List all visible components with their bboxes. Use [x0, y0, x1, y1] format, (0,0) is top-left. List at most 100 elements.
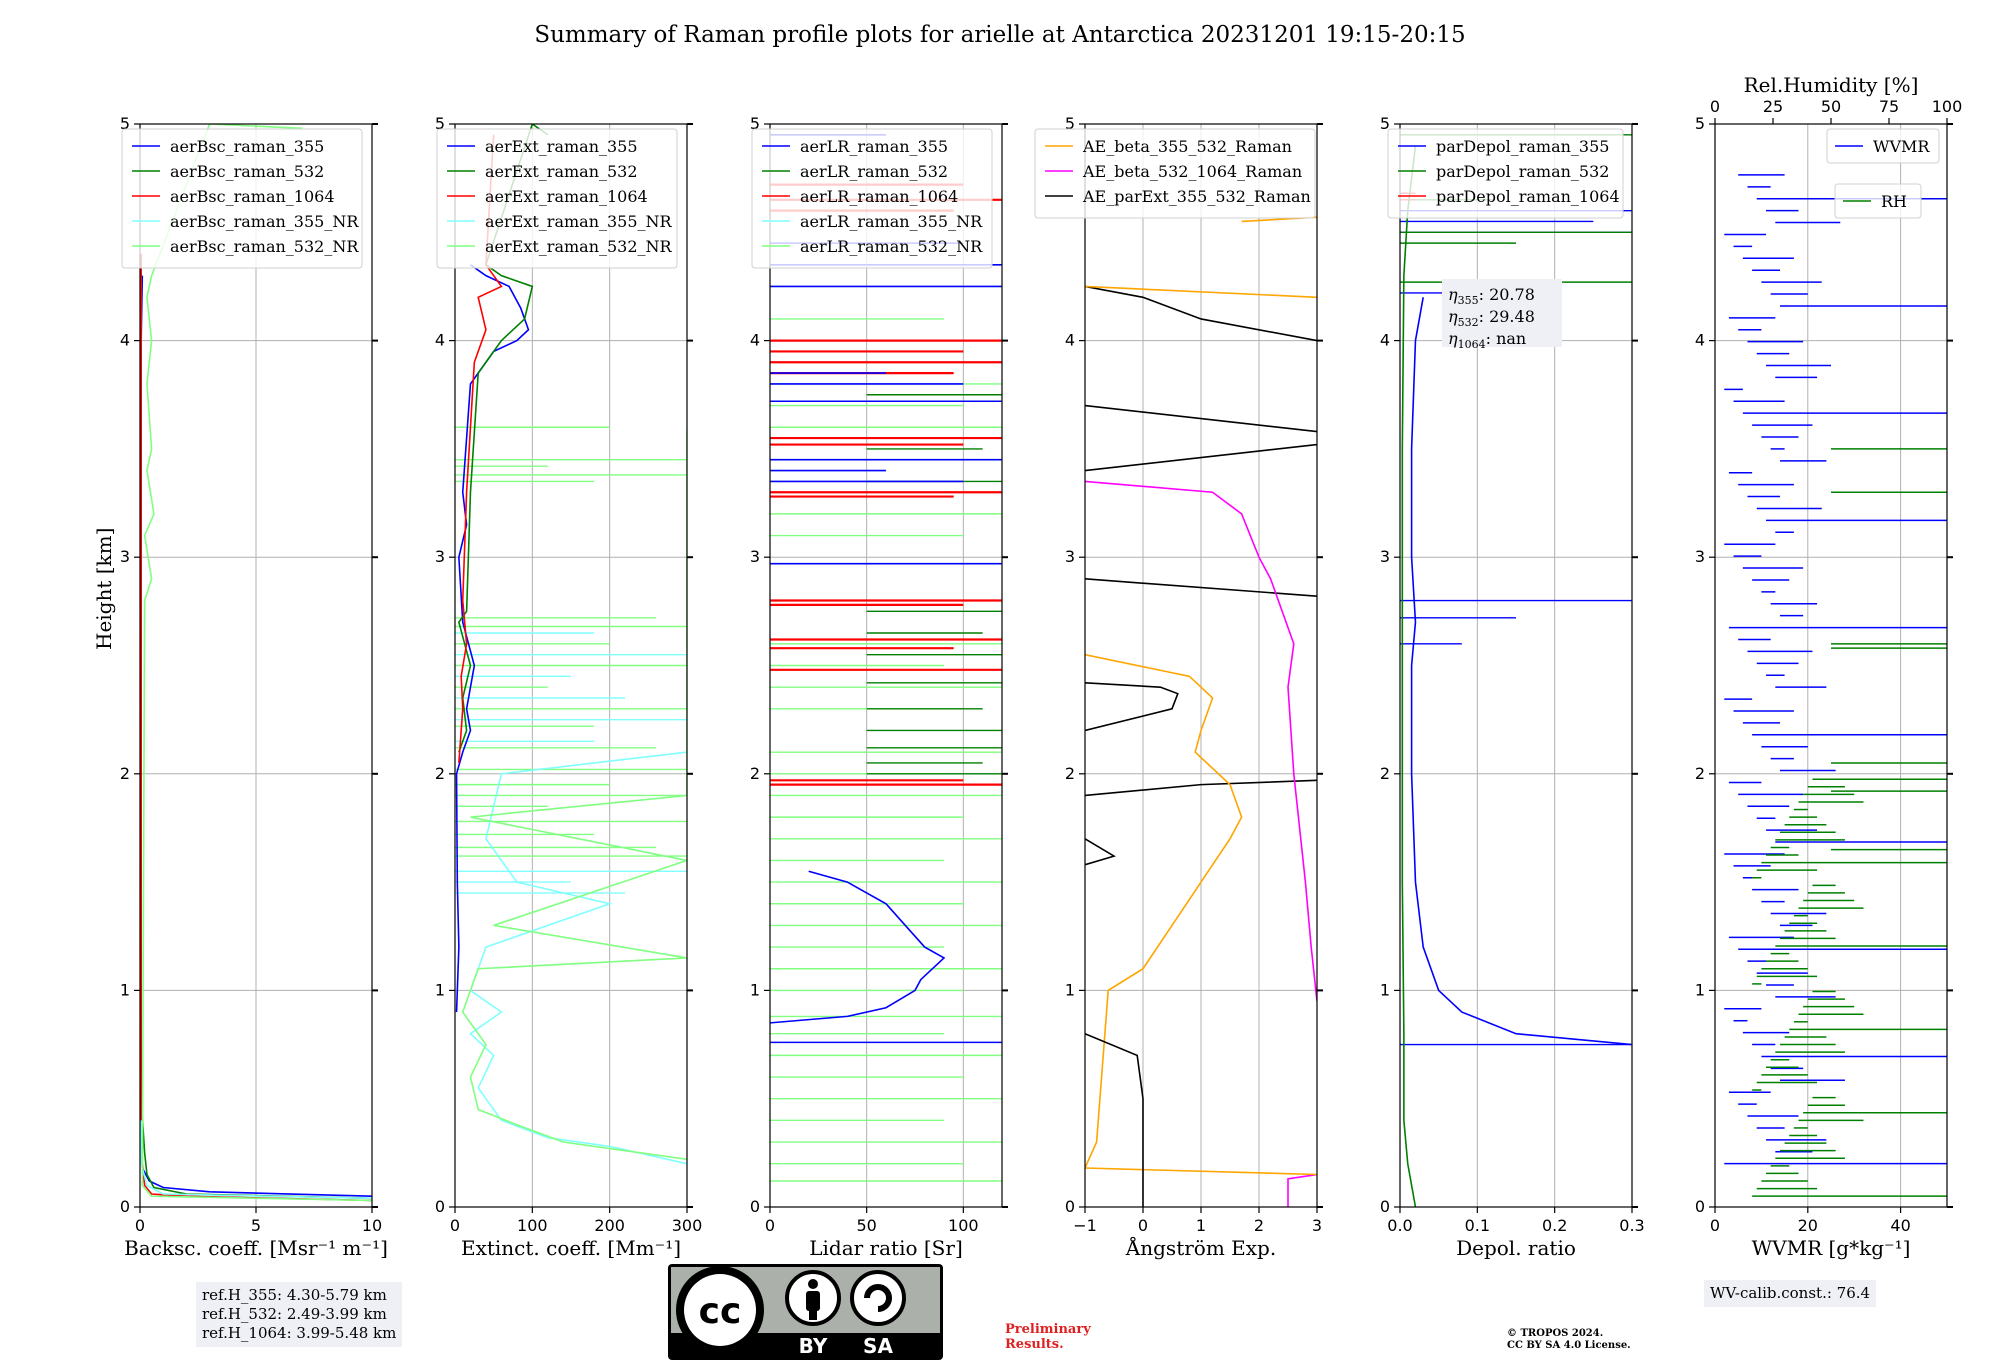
plot-frame — [454, 123, 688, 1208]
series-line-parDepol_raman_532 — [1401, 145, 1417, 1207]
y-tick-label: 4 — [1380, 331, 1390, 350]
x-tick-label: 0.0 — [1387, 1216, 1412, 1235]
ae-parext-segment — [1085, 838, 1116, 866]
annotation-line: η1064: nan — [1448, 329, 1526, 351]
legend-label: AE_parExt_355_532_Raman — [1082, 187, 1311, 206]
wv-calib-text: WV-calib.const.: 76.4 — [1710, 1284, 1871, 1302]
x-tick-label: 5 — [251, 1216, 261, 1235]
series-line-aerBsc_raman_1064 — [140, 253, 372, 1202]
y-tick-label: 3 — [750, 547, 760, 566]
x-tick-label: 0 — [765, 1216, 775, 1235]
legend-label: aerExt_raman_532_NR — [485, 237, 673, 256]
legend-label: RH — [1881, 192, 1907, 211]
legend-label: parDepol_raman_355 — [1436, 137, 1609, 156]
series-line-aerBsc_raman_355_NR — [140, 1120, 372, 1200]
y-tick-label: 5 — [1695, 114, 1705, 133]
chart-panel-lidar_ratio: 0 50 100 0 1 2 3 4 5 Lidar ratio [Sr] aerLR_raman_… — [750, 114, 1008, 1260]
y-tick-label: 4 — [750, 331, 760, 350]
preliminary-line-2: Results. — [1005, 1337, 1064, 1352]
reference-heights-box: ref.H_355: 4.30-5.79 km ref.H_532: 2.49-… — [196, 1282, 403, 1347]
x-tick-label: 100 — [517, 1216, 548, 1235]
top-x-tick-label: 50 — [1821, 97, 1841, 116]
ae-parext-segment — [1085, 404, 1317, 433]
top-x-tick-label: 100 — [1932, 97, 1963, 116]
series-group — [455, 124, 687, 1165]
top-axis-label: Rel.Humidity [%] — [1744, 73, 1919, 97]
ae-parext-segment — [1085, 443, 1317, 472]
legend: aerExt_raman_355 aerExt_raman_532 aerExt_r… — [436, 128, 678, 269]
x-tick-label: 0.1 — [1465, 1216, 1490, 1235]
x-tick-label: 200 — [594, 1216, 625, 1235]
x-tick-label: 50 — [856, 1216, 876, 1235]
series-line-AE_beta_355_532_Raman — [1085, 653, 1317, 1176]
x-axis-label: WVMR [g*kg⁻¹] — [1752, 1236, 1911, 1260]
x-axis-label: Ångström Exp. — [1125, 1235, 1276, 1260]
legend-label: aerExt_raman_355_NR — [485, 212, 673, 231]
ae-parext-segment — [1085, 779, 1317, 797]
legend-label: WVMR — [1873, 137, 1930, 156]
legend: AE_beta_355_532_Raman AE_beta_532_1064_Ra… — [1034, 128, 1316, 219]
preliminary-line-1: Preliminary — [1005, 1322, 1091, 1337]
series-line-parDepol_raman_355 — [1410, 297, 1632, 1046]
x-tick-label: 300 — [672, 1216, 703, 1235]
y-tick-label: 2 — [435, 764, 445, 783]
x-tick-label: 100 — [948, 1216, 979, 1235]
y-tick-label: 0 — [1695, 1197, 1705, 1216]
ae-parext-segment — [1085, 578, 1317, 597]
series-line-aerExt_raman_355_NR — [469, 751, 687, 1165]
x-tick-label: 0 — [1710, 1216, 1720, 1235]
y-tick-label: 2 — [750, 764, 760, 783]
y-axis-label-text: Height [km] — [92, 527, 116, 650]
legend-label: aerBsc_raman_355_NR — [170, 212, 359, 231]
series-group — [1724, 174, 1947, 1197]
y-tick-label: 2 — [1065, 764, 1075, 783]
person-icon — [808, 1279, 818, 1289]
legend: aerLR_raman_355 aerLR_raman_532 aerLR_rama… — [751, 128, 993, 269]
legend: WVMR — [1826, 128, 1940, 164]
y-tick-label: 4 — [1065, 331, 1075, 350]
x-axis-label: Backsc. coeff. [Msr⁻¹ m⁻¹] — [124, 1236, 388, 1260]
ae-beta-532-1064-segment — [1287, 1173, 1317, 1207]
legend-label: aerLR_raman_355_NR — [800, 212, 983, 231]
legend-label: aerLR_raman_532 — [800, 162, 948, 181]
y-tick-label: 3 — [1065, 547, 1075, 566]
x-axis-label: Extinct. coeff. [Mm⁻¹] — [461, 1236, 681, 1260]
ref-height-1064: ref.H_1064: 3.99-5.48 km — [202, 1324, 397, 1342]
x-tick-label: 0 — [450, 1216, 460, 1235]
y-tick-label: 5 — [1065, 114, 1075, 133]
legend-label: AE_beta_532_1064_Raman — [1082, 162, 1302, 181]
legend-label: parDepol_raman_532 — [1436, 162, 1609, 181]
wv-calib-box: WV-calib.const.: 76.4 — [1704, 1280, 1877, 1307]
legend-rh: RH — [1834, 183, 1922, 219]
y-tick-label: 5 — [1380, 114, 1390, 133]
preliminary-note: Preliminary Results. — [1005, 1322, 1091, 1352]
series-line-aerBsc_raman_532 — [140, 275, 372, 1200]
figure-title: Summary of Raman profile plots for ariel… — [534, 22, 1466, 48]
y-axis-label: Height [km] — [92, 528, 116, 650]
ref-height-532: ref.H_532: 2.49-3.99 km — [202, 1305, 387, 1323]
legend: aerBsc_raman_355 aerBsc_raman_532 aerBsc_r… — [121, 128, 363, 269]
plot-frame — [1399, 123, 1633, 1208]
y-tick-label: 2 — [120, 764, 130, 783]
series-line-aerBsc_raman_355 — [140, 275, 372, 1197]
y-tick-label: 3 — [1380, 547, 1390, 566]
y-tick-label: 2 — [1695, 764, 1705, 783]
y-tick-label: 1 — [120, 980, 130, 999]
x-tick-label: 10 — [362, 1216, 382, 1235]
y-tick-label: 0 — [1065, 1197, 1075, 1216]
legend-label: aerExt_raman_1064 — [485, 187, 648, 206]
legend-label: AE_beta_355_532_Raman — [1082, 137, 1292, 156]
y-tick-label: 5 — [120, 114, 130, 133]
y-tick-label: 4 — [435, 331, 445, 350]
legend-label: aerBsc_raman_355 — [170, 137, 324, 156]
y-tick-label: 0 — [120, 1197, 130, 1216]
y-tick-label: 3 — [435, 547, 445, 566]
x-tick-label: 20 — [1798, 1216, 1818, 1235]
legend-label: parDepol_raman_1064 — [1436, 187, 1620, 206]
legend-label: aerExt_raman_355 — [485, 137, 638, 156]
series-group — [140, 124, 372, 1202]
series-line-aerExt_raman_355 — [455, 264, 530, 1013]
top-x-tick-label: 25 — [1763, 97, 1783, 116]
